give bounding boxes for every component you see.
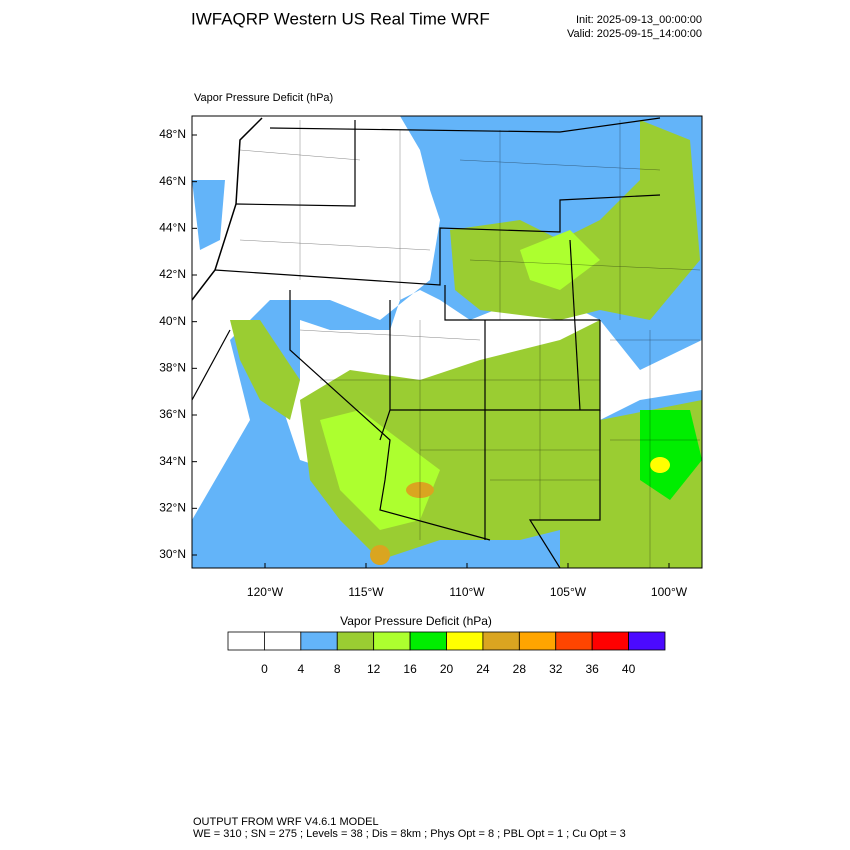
footer-line: OUTPUT FROM WRF V4.6.1 MODEL [193, 816, 379, 828]
lon-tick-label: 120°W [247, 585, 284, 599]
colorbar-label: 32 [549, 662, 563, 676]
colorbar-label: 12 [367, 662, 381, 676]
map-field [192, 116, 702, 568]
map-label: Vapor Pressure Deficit (hPa) [194, 92, 333, 104]
colorbar-label: 28 [513, 662, 527, 676]
colorbar-box [446, 631, 484, 651]
lon-tick-label: 100°W [651, 585, 688, 599]
colorbar-label: 4 [297, 662, 304, 676]
lat-tick-label: 34°N [159, 454, 186, 468]
map-frame [191, 115, 703, 569]
colorbar-label: 24 [476, 662, 490, 676]
colorbar-box [482, 631, 520, 651]
colorbar-label: 20 [440, 662, 454, 676]
colorbar-label: 0 [261, 662, 268, 676]
lat-tick-label: 36°N [159, 407, 186, 421]
init-time: Init: 2025-09-13_00:00:00 [576, 14, 702, 26]
lat-tick-label: 48°N [159, 127, 186, 141]
colorbar-box [264, 631, 302, 651]
colorbar-box [336, 631, 375, 651]
colorbar-label: 16 [403, 662, 417, 676]
colorbar-box [300, 631, 338, 651]
colorbar-box [373, 631, 411, 651]
colorbar-box [591, 631, 629, 651]
valid-time: Valid: 2025-09-15_14:00:00 [567, 28, 702, 40]
colorbar-box [628, 631, 666, 651]
lon-tick-label: 110°W [449, 585, 485, 599]
lat-tick-label: 38°N [159, 361, 186, 375]
lat-tick-label: 40°N [159, 314, 186, 328]
colorbar-label: 8 [334, 662, 341, 676]
lat-tick-label: 32°N [159, 501, 186, 515]
lat-tick-label: 42°N [159, 267, 186, 281]
colorbar-label: 36 [585, 662, 599, 676]
footer-line: WE = 310 ; SN = 275 ; Levels = 38 ; Dis … [193, 828, 626, 840]
colorbar-box [555, 631, 593, 651]
lat-tick-label: 44°N [159, 221, 186, 235]
colorbar-title: Vapor Pressure Deficit (hPa) [340, 614, 492, 628]
title: IWFAQRP Western US Real Time WRF [191, 9, 490, 28]
colorbar-box [518, 631, 557, 651]
colorbar-box [227, 631, 265, 651]
lon-tick-label: 105°W [550, 585, 587, 599]
colorbar-label: 40 [622, 662, 636, 676]
lat-tick-label: 30°N [159, 547, 186, 561]
lat-tick-label: 46°N [159, 174, 186, 188]
lon-tick-label: 115°W [348, 585, 384, 599]
colorbar-box [409, 631, 447, 651]
